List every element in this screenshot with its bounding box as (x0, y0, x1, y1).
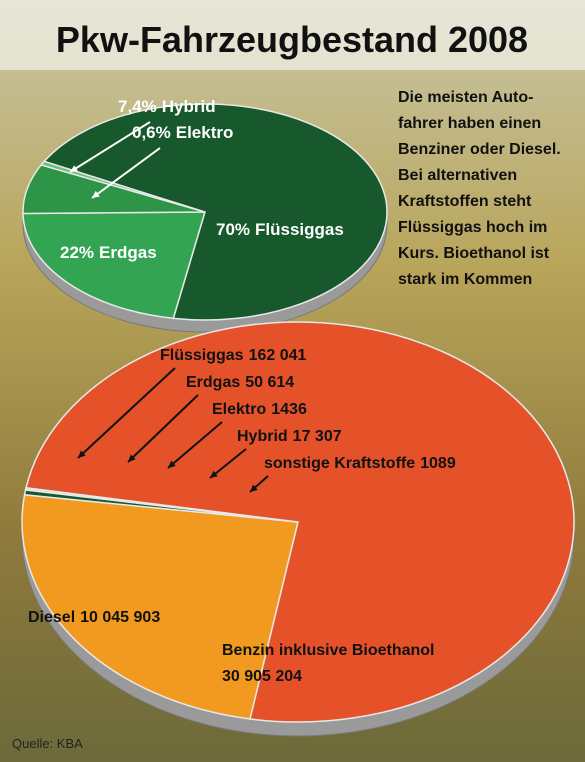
note-line: Flüssiggas hoch im (398, 219, 547, 236)
slice-value-label: 10 045 903 (80, 609, 160, 626)
slice-value-label: 17 307 (293, 428, 342, 445)
pie-chart: Diesel 10 045 903 Flüssiggas 162 041 Erdgas 5… (22, 322, 574, 736)
note-line: Die meisten Auto- (398, 89, 533, 106)
slice-label: Erdgas 50 614 (186, 374, 294, 391)
note-line: fahrer haben einen (398, 115, 541, 132)
slice-value-label: 30 905 204 (222, 668, 302, 685)
slice-label: Elektro 1436 (212, 401, 307, 418)
slice-value-label: 22% (60, 243, 94, 262)
note-line: stark im Kommen (398, 271, 532, 288)
title: Pkw-Fahrzeugbestand 2008 (56, 19, 528, 60)
slice-category: Hybrid (162, 97, 216, 116)
slice-value-label: 70% (216, 220, 250, 239)
source: Quelle: KBA (12, 736, 83, 751)
note-line: Kraftstoffen steht (398, 193, 532, 210)
slice-category: Hybrid (237, 428, 288, 445)
slice-value-label: 1089 (420, 455, 456, 472)
slice-category: sonstige Kraftstoffe (264, 455, 415, 472)
slice-category: Erdgas (99, 243, 157, 262)
slice-label: 70% Flüssiggas (216, 220, 344, 239)
note-line: Kurs. Bioethanol ist (398, 245, 550, 262)
slice-category: Erdgas (186, 374, 240, 391)
slice-label: sonstige Kraftstoffe 1089 (264, 455, 456, 472)
slice-value-label: 50 614 (245, 374, 294, 391)
slice-category: Flüssiggas (255, 220, 344, 239)
slice-label: Diesel 10 045 903 (28, 609, 160, 626)
slice-category: Diesel (28, 609, 75, 626)
note-line: Bei alternativen (398, 167, 517, 184)
slice-label: 22% Erdgas (60, 243, 157, 262)
slice-label: 0,6% Elektro (132, 123, 233, 142)
note-line: Benziner oder Diesel. (398, 141, 561, 158)
slice-value-label: 7,4% (118, 97, 157, 116)
slice-value-label: 0,6% (132, 123, 171, 142)
slice-category: Flüssiggas (160, 347, 244, 364)
slice-label: 7,4% Hybrid (118, 97, 216, 116)
slice-value-label: 1436 (271, 401, 307, 418)
infographic: Pkw-Fahrzeugbestand 2008 Die meisten Aut… (0, 0, 585, 762)
slice-value-label: 162 041 (249, 347, 307, 364)
slice-category: Elektro (212, 401, 266, 418)
slice-category: Elektro (176, 123, 234, 142)
slice-category: Benzin inklusive Bioethanol (222, 642, 434, 659)
slice-label: Flüssiggas 162 041 (160, 347, 307, 364)
